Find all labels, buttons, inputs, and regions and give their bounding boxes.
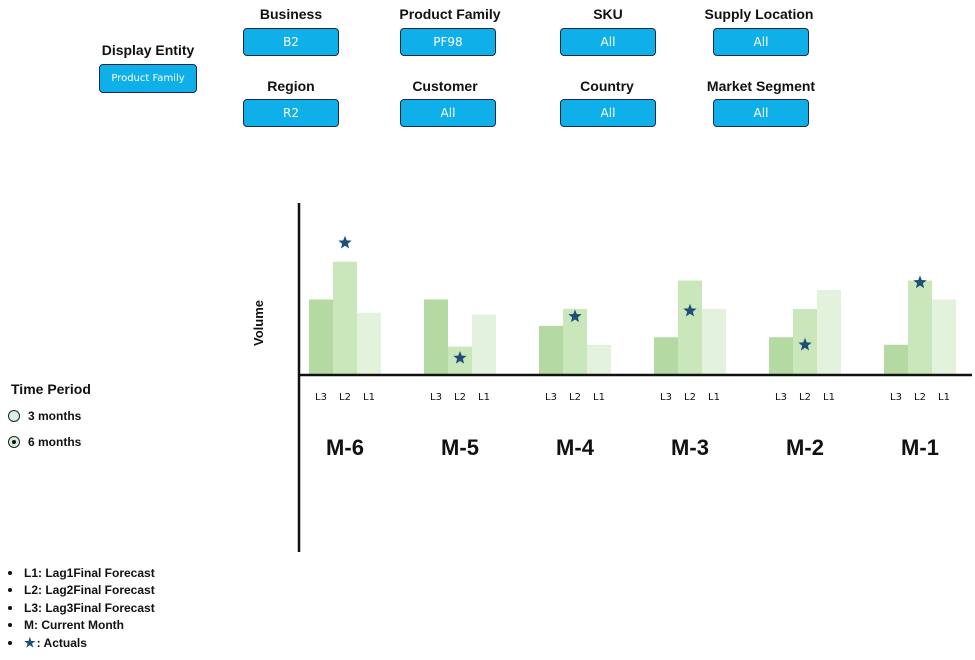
radio-label-3-months: 3 months — [28, 409, 82, 423]
actual-star-m-1 — [913, 275, 927, 289]
bar-l3-m-5 — [424, 299, 448, 375]
bullet-icon — [8, 623, 12, 628]
legend-item-m: M: Current Month — [8, 617, 155, 635]
bullet-icon — [8, 588, 12, 593]
y-axis-label: Volume — [251, 300, 266, 346]
bullet-icon — [8, 640, 12, 645]
bar-l3-m-4 — [539, 325, 563, 375]
bar-label: L3 — [430, 392, 442, 403]
bar-l3-m-3 — [654, 337, 678, 375]
bar-label: L2 — [339, 392, 351, 403]
actual-star-m-4 — [568, 309, 582, 323]
legend-text: L2: Lag2Final Forecast — [24, 583, 155, 598]
bullet-icon — [8, 570, 12, 575]
region-label: Region — [267, 78, 315, 94]
group-label-m-3: M-3 — [671, 435, 709, 460]
bar-label: L3 — [660, 392, 672, 403]
legend-item-l1: L1: Lag1Final Forecast — [8, 564, 155, 582]
time-period-title: Time Period — [11, 381, 91, 397]
group-label-m-1: M-1 — [901, 435, 939, 460]
bar-label: L2 — [569, 392, 581, 403]
legend: L1: Lag1Final Forecast L2: Lag2Final For… — [8, 564, 155, 652]
business-label: Business — [259, 6, 323, 22]
bar-label: L3 — [315, 392, 327, 403]
bar-label: L1 — [823, 392, 835, 403]
group-label-m-6: M-6 — [326, 435, 364, 460]
group-label-m-5: M-5 — [441, 435, 479, 460]
group-label-m-2: M-2 — [786, 435, 824, 460]
bar-l2-m-1 — [908, 280, 932, 375]
bar-l3-m-1 — [884, 344, 908, 375]
bar-l1-m-4 — [587, 344, 611, 375]
sku-label: SKU — [593, 6, 623, 22]
country-label: Country — [580, 78, 634, 94]
actual-star-m-5 — [453, 351, 467, 364]
display-entity-label: Display Entity — [101, 42, 195, 58]
radio-6-months[interactable] — [8, 436, 20, 448]
legend-text: M: Current Month — [24, 618, 124, 633]
bar-label: L3 — [545, 392, 557, 403]
customer-filter-button[interactable]: All — [400, 99, 496, 127]
bar-label: L1 — [478, 392, 490, 403]
bar-label: L1 — [363, 392, 375, 403]
bar-l2-m-3 — [678, 280, 702, 375]
bar-label: L3 — [890, 392, 902, 403]
product-family-filter-button[interactable]: PF98 — [400, 28, 496, 56]
bar-label: L2 — [799, 392, 811, 403]
product-family-label: Product Family — [399, 6, 501, 22]
bar-label: L2 — [914, 392, 926, 403]
time-period-option-6-months[interactable]: 6 months — [8, 435, 81, 449]
display-entity-button[interactable]: Product Family — [99, 64, 197, 93]
bar-l2-m-6 — [333, 261, 357, 375]
actual-star-m-3 — [683, 303, 697, 317]
bar-l3-m-2 — [769, 337, 793, 375]
bar-label: L2 — [684, 392, 696, 403]
bullet-icon — [8, 605, 12, 610]
supply-location-filter-button[interactable]: All — [713, 28, 809, 56]
bar-l2-m-4 — [563, 308, 587, 375]
legend-text: L1: Lag1Final Forecast — [24, 565, 155, 580]
legend-item-l3: L3: Lag3Final Forecast — [8, 599, 155, 617]
bar-l3-m-6 — [309, 299, 333, 375]
market-segment-label: Market Segment — [706, 78, 816, 94]
star-icon: ★ — [24, 634, 36, 650]
bar-l1-m-1 — [932, 299, 956, 375]
sku-filter-button[interactable]: All — [560, 28, 656, 56]
region-filter-button[interactable]: R2 — [243, 99, 339, 127]
bar-l1-m-5 — [472, 314, 496, 375]
group-label-m-4: M-4 — [556, 435, 595, 460]
bar-label: L1 — [708, 392, 720, 403]
time-period-option-3-months[interactable]: 3 months — [8, 409, 81, 423]
bar-label: L1 — [593, 392, 605, 403]
bar-label: L1 — [938, 392, 950, 403]
bar-label: L3 — [775, 392, 787, 403]
legend-text: : Actuals — [36, 635, 87, 650]
legend-item-actuals: ★: Actuals — [8, 634, 155, 652]
customer-label: Customer — [412, 78, 478, 94]
actual-star-m-6 — [338, 235, 352, 249]
bar-l1-m-6 — [357, 312, 381, 375]
legend-item-l2: L2: Lag2Final Forecast — [8, 582, 155, 600]
legend-text: L3: Lag3Final Forecast — [24, 600, 155, 615]
supply-location-label: Supply Location — [704, 6, 814, 22]
bar-l1-m-3 — [702, 308, 726, 375]
actual-star-m-2 — [798, 337, 812, 351]
country-filter-button[interactable]: All — [560, 99, 656, 127]
business-filter-button[interactable]: B2 — [243, 28, 339, 56]
radio-3-months[interactable] — [8, 410, 20, 422]
bar-l1-m-2 — [817, 290, 841, 375]
radio-label-6-months: 6 months — [28, 435, 82, 449]
bar-label: L2 — [454, 392, 466, 403]
market-segment-filter-button[interactable]: All — [713, 99, 809, 127]
